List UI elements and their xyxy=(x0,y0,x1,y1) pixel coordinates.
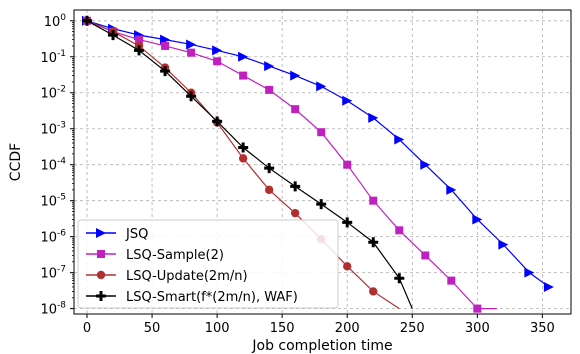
data-point xyxy=(368,112,379,123)
x-tick-label: 300 xyxy=(465,321,490,336)
x-tick-label: 350 xyxy=(530,321,555,336)
legend-marker xyxy=(96,270,106,280)
data-point xyxy=(395,226,404,235)
data-point xyxy=(135,35,144,44)
data-point xyxy=(134,45,145,56)
x-tick-label: 200 xyxy=(335,321,360,336)
data-point xyxy=(291,105,300,114)
legend-box xyxy=(77,219,339,309)
data-point xyxy=(316,81,327,92)
data-point xyxy=(212,45,223,56)
data-point xyxy=(108,30,119,41)
data-point xyxy=(82,15,93,26)
x-tick-label: 50 xyxy=(144,321,161,336)
y-tick-label: 10-8 xyxy=(40,301,66,318)
x-tick-label: 0 xyxy=(83,321,91,336)
y-tick-label: 10-2 xyxy=(40,85,66,102)
data-point xyxy=(290,181,301,192)
y-axis-label: CCDF xyxy=(8,143,24,181)
data-point xyxy=(238,154,248,163)
y-tick-label: 10-6 xyxy=(40,229,66,246)
legend-item: JSQ xyxy=(86,227,148,242)
y-tick-label: 100 xyxy=(44,13,67,30)
data-point xyxy=(543,281,554,292)
data-point xyxy=(420,159,431,170)
legend-item: LSQ-Smart(f*(2m/n), WAF) xyxy=(86,290,298,305)
data-point xyxy=(472,214,483,225)
series-4 xyxy=(82,15,413,309)
data-point xyxy=(446,184,457,195)
series-line xyxy=(86,20,413,309)
data-point xyxy=(394,273,405,284)
data-point xyxy=(394,134,405,145)
data-point xyxy=(239,71,248,80)
data-point xyxy=(473,304,482,313)
plot-frame xyxy=(73,9,572,315)
data-point xyxy=(317,128,326,137)
legend-label: JSQ xyxy=(125,227,148,242)
series-2 xyxy=(83,16,497,313)
data-point xyxy=(187,48,196,57)
y-tick-label: 10-3 xyxy=(40,121,66,138)
legend-label: LSQ-Smart(f*(2m/n), WAF) xyxy=(126,290,298,305)
data-point xyxy=(343,160,352,169)
legend-label: LSQ-Update(2m/n) xyxy=(126,269,248,284)
data-point xyxy=(265,85,274,94)
data-point xyxy=(498,239,509,250)
data-point xyxy=(342,217,353,228)
x-axis-label: Job completion time xyxy=(251,338,392,354)
legend-item: LSQ-Update(2m/n) xyxy=(86,269,248,284)
data-point xyxy=(447,276,456,285)
data-point xyxy=(368,237,379,248)
data-point xyxy=(213,57,222,66)
data-point xyxy=(369,287,378,296)
data-point xyxy=(238,51,249,62)
data-point xyxy=(342,95,353,106)
x-tick-label: 250 xyxy=(400,321,425,336)
y-tick-label: 10-1 xyxy=(40,49,66,66)
x-tick-label: 100 xyxy=(205,321,230,336)
data-point xyxy=(212,116,223,127)
data-point xyxy=(421,251,430,260)
data-point xyxy=(186,91,197,102)
data-point xyxy=(290,70,301,81)
data-point xyxy=(161,41,170,50)
data-point xyxy=(160,66,171,77)
data-point xyxy=(238,142,249,153)
data-point xyxy=(264,185,274,195)
legend: JSQ LSQ-Sample(2) LSQ-Update(2m/n) LSQ-Smar… xyxy=(77,219,339,309)
x-tick-label: 150 xyxy=(270,321,295,336)
data-point xyxy=(343,262,352,271)
data-point xyxy=(186,39,197,50)
legend-marker xyxy=(96,291,106,301)
legend-label: LSQ-Sample(2) xyxy=(126,248,224,263)
data-point xyxy=(316,199,327,210)
y-tick-label: 10-4 xyxy=(40,157,66,174)
legend-item: LSQ-Sample(2) xyxy=(86,248,224,263)
data-point xyxy=(264,163,275,174)
legend-marker xyxy=(96,228,106,238)
y-tick-label: 10-5 xyxy=(40,193,66,210)
axis-ticks: 0 50 100 150 200 250 300 350 100 10-1 10-2 10-3 10-4… xyxy=(40,13,554,336)
data-point xyxy=(369,196,378,205)
y-tick-label: 10-7 xyxy=(40,265,66,282)
data-point xyxy=(290,208,300,218)
legend-marker xyxy=(97,250,105,258)
data-point xyxy=(264,61,275,72)
data-point xyxy=(524,267,535,278)
